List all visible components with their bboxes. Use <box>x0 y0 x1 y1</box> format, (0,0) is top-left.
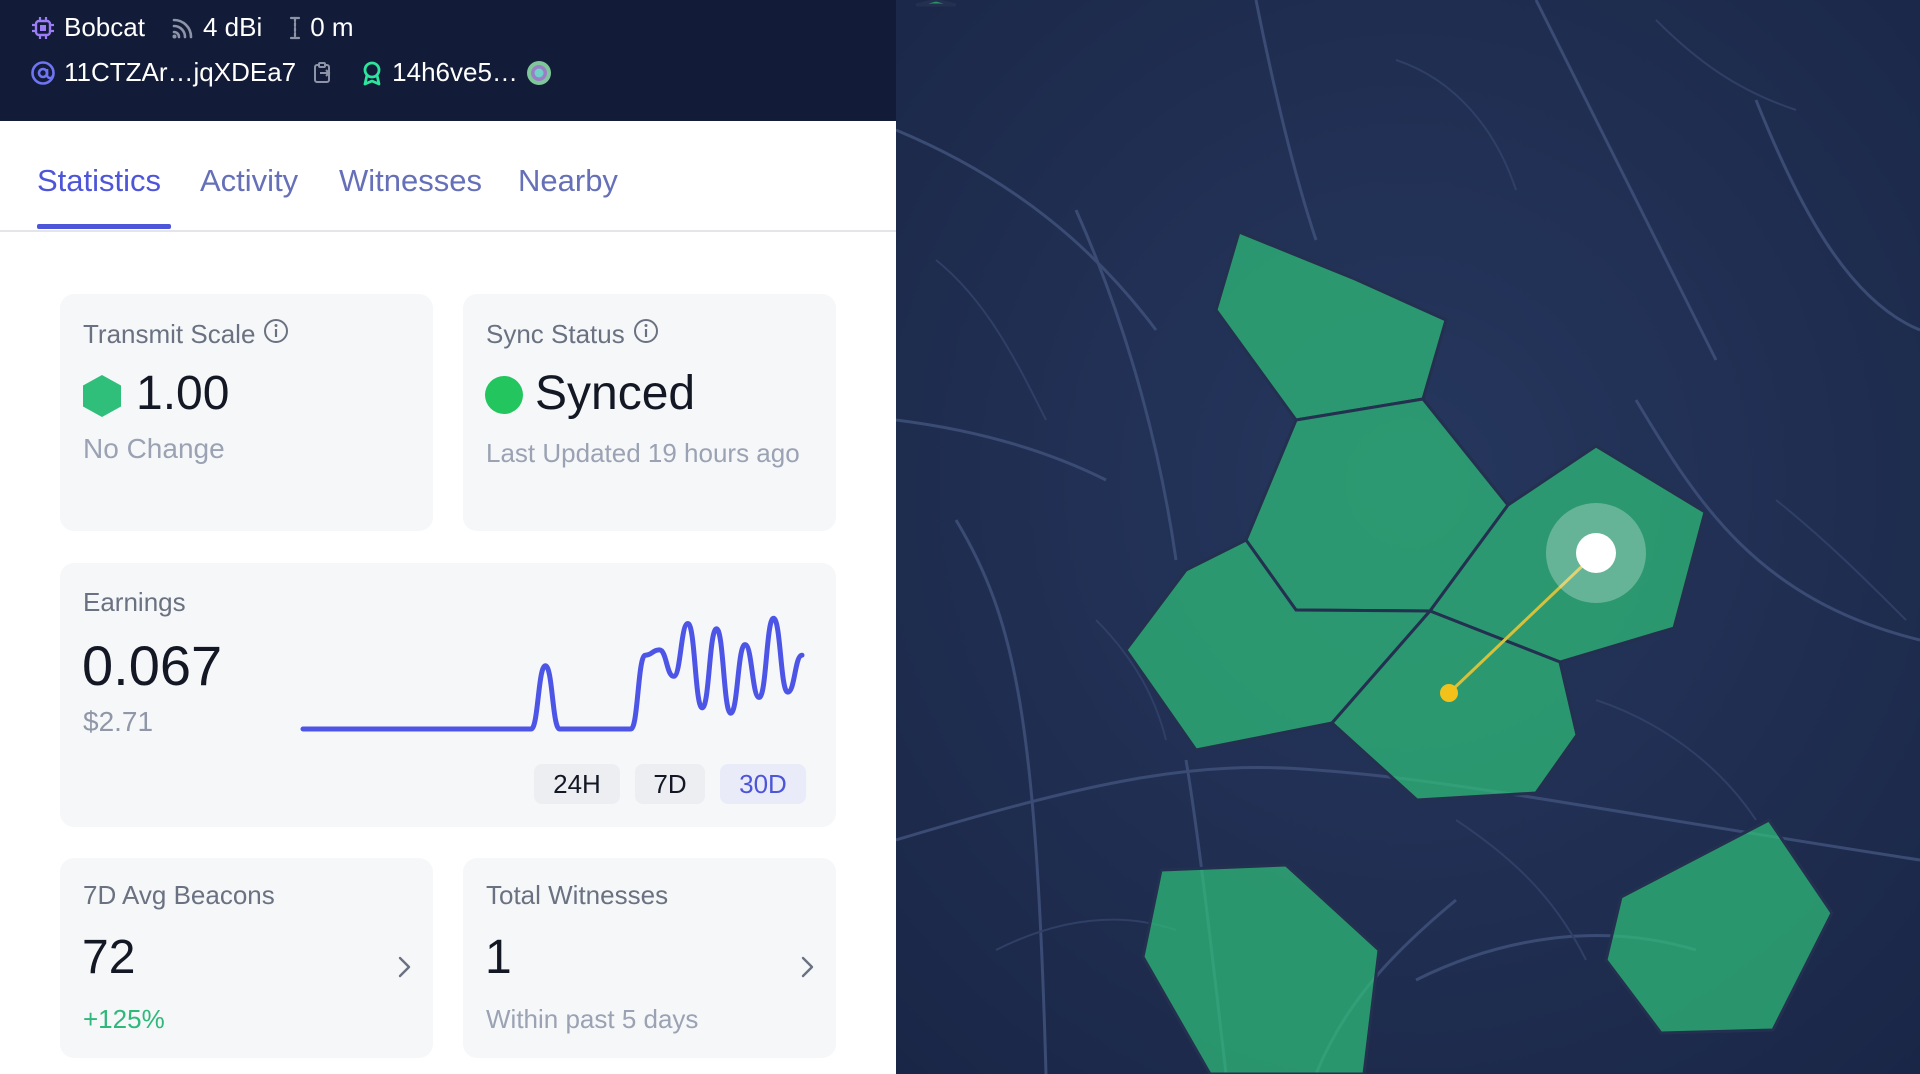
transmit-scale-card: Transmit Scale 1.00 No Change <box>60 294 433 531</box>
chip-icon <box>30 15 56 41</box>
range-30d-button[interactable]: 30D <box>720 764 806 804</box>
hotspot-info-row: Bobcat 4 dBi 0 m <box>30 12 354 43</box>
info-icon[interactable] <box>263 318 289 351</box>
hotspot-address-row: 11CTZAr…jqXDEa7 14h6ve5… <box>30 57 552 88</box>
status-dot-icon <box>485 376 523 419</box>
antenna-gain: 4 dBi <box>202 12 263 42</box>
sync-status-card: Sync Status Synced Last Updated 19 hours… <box>463 294 836 531</box>
signal-icon <box>171 16 195 40</box>
device-model: Bobcat <box>64 12 145 42</box>
map-canvas[interactable] <box>896 0 1920 1074</box>
tab-bar: Statistics Activity Witnesses Nearby <box>0 121 896 232</box>
sync-status-note: Last Updated 19 hours ago <box>486 438 800 468</box>
hex-cells <box>915 0 1834 1074</box>
range-24h-button[interactable]: 24H <box>534 764 620 804</box>
hex-cell[interactable] <box>1141 863 1381 1074</box>
earnings-chart <box>300 615 805 732</box>
earnings-usd: $2.71 <box>83 706 154 737</box>
hexagon-icon <box>81 374 123 423</box>
map-streets <box>935 19 1907 961</box>
elevation-icon <box>288 15 302 41</box>
at-icon <box>30 60 56 86</box>
transmit-scale-label: Transmit Scale <box>83 318 289 351</box>
owner-address[interactable]: 14h6ve5… <box>392 57 518 87</box>
sync-status-label: Sync Status <box>486 318 659 351</box>
hotspot-marker[interactable] <box>1576 533 1616 573</box>
beacons-value: 72 <box>82 931 136 984</box>
earnings-label: Earnings <box>83 587 186 617</box>
earnings-value: 0.067 <box>82 634 223 697</box>
hotspot-header: Bobcat 4 dBi 0 m 11CTZAr…jqXDEa7 14h6ve5… <box>0 0 896 121</box>
sync-status-label-text: Sync Status <box>486 319 625 349</box>
beacons-label: 7D Avg Beacons <box>83 880 275 910</box>
hex-cell-edge <box>915 0 957 7</box>
tab-statistics[interactable]: Statistics <box>37 163 162 198</box>
hex-cell[interactable] <box>1329 609 1579 802</box>
active-tab-indicator <box>37 224 171 229</box>
transmit-scale-label-text: Transmit Scale <box>83 319 256 349</box>
witness-link <box>1447 551 1598 695</box>
sync-status-value: Synced <box>535 367 696 420</box>
tab-witnesses[interactable]: Witnesses <box>339 163 482 198</box>
witnesses-label: Total Witnesses <box>486 880 669 910</box>
avatar-icon <box>526 60 552 86</box>
info-icon[interactable] <box>633 318 659 351</box>
transmit-scale-value: 1.00 <box>136 367 230 420</box>
witness-marker[interactable] <box>1440 684 1458 702</box>
tab-activity[interactable]: Activity <box>200 163 299 198</box>
hotspot-panel: Bobcat 4 dBi 0 m 11CTZAr…jqXDEa7 14h6ve5… <box>0 0 896 1074</box>
chevron-right-icon <box>394 953 414 981</box>
ribbon-icon <box>360 60 384 86</box>
witnesses-note: Within past 5 days <box>486 1004 699 1034</box>
tab-nearby[interactable]: Nearby <box>518 163 618 198</box>
hotspot-address: 11CTZAr…jqXDEa7 <box>64 57 297 87</box>
hotspot-map[interactable] <box>896 0 1920 1074</box>
range-7d-button[interactable]: 7D <box>635 764 705 804</box>
earnings-series-line <box>300 615 805 732</box>
elevation: 0 m <box>310 12 354 42</box>
beacons-change: +125% <box>83 1004 165 1034</box>
chevron-right-icon <box>797 953 817 981</box>
beacons-card[interactable]: 7D Avg Beacons 72 +125% <box>60 858 433 1058</box>
witnesses-value: 1 <box>485 931 512 984</box>
transmit-scale-note: No Change <box>83 433 225 464</box>
witnesses-card[interactable]: Total Witnesses 1 Within past 5 days <box>463 858 836 1058</box>
copy-icon[interactable] <box>312 61 334 85</box>
hex-cell[interactable] <box>1604 818 1834 1035</box>
